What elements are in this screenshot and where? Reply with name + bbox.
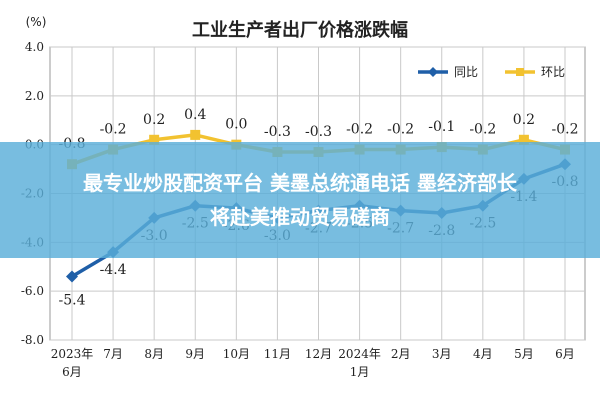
legend-swatch-marker	[428, 67, 438, 77]
data-label-1: -0.2	[469, 122, 496, 138]
y-axis-unit-label: (%)	[26, 15, 47, 29]
legend-swatch-marker	[516, 68, 524, 76]
series-point-1	[518, 134, 529, 145]
overlay-text-line1: 最专业炒股配资平台 美墨总统通电话 墨经济部长	[83, 171, 518, 195]
y-tick-label: 4.0	[25, 40, 44, 54]
x-tick-label: 2023年	[51, 347, 94, 361]
chart-title: 工业生产者出厂价格涨跌幅	[192, 19, 408, 41]
legend: 同比 环比	[418, 65, 565, 79]
y-tick-label: -8.0	[21, 333, 44, 347]
series-point-0	[66, 270, 78, 283]
data-label-1: 0.4	[184, 107, 206, 123]
x-tick-label: 6月	[62, 365, 82, 379]
x-tick-label: 12月	[305, 347, 332, 361]
series-point-1	[149, 134, 160, 145]
data-label-0: -5.4	[59, 293, 86, 309]
data-label-1: 0.0	[225, 117, 247, 133]
data-label-1: -0.3	[264, 124, 291, 140]
x-tick-label: 7月	[103, 347, 123, 361]
x-tick-label: 2024年	[338, 347, 381, 361]
x-tick-label: 8月	[144, 347, 164, 361]
overlay-banner-background	[0, 142, 600, 258]
x-tick-label: 4月	[473, 347, 493, 361]
data-label-0: -4.4	[100, 262, 127, 278]
x-tick-label: 5月	[514, 347, 534, 361]
y-tick-label: -6.0	[21, 284, 44, 298]
overlay-banner: 最专业炒股配资平台 美墨总统通电话 墨经济部长 将赴美推动贸易磋商	[0, 142, 600, 258]
data-label-1: -0.2	[552, 122, 579, 138]
data-label-1: 0.2	[513, 112, 535, 128]
data-label-1: -0.1	[428, 119, 455, 135]
legend-label: 环比	[541, 65, 565, 79]
data-label-1: -0.2	[100, 122, 127, 138]
x-tick-label: 11月	[264, 347, 291, 361]
x-tick-label: 9月	[185, 347, 205, 361]
series-point-1	[190, 129, 201, 140]
x-tick-label: 2月	[391, 347, 411, 361]
legend-label: 同比	[454, 65, 478, 79]
data-label-1: -0.2	[387, 122, 414, 138]
x-tick-label: 1月	[350, 365, 370, 379]
x-tick-label: 10月	[223, 347, 250, 361]
data-label-1: 0.2	[143, 112, 165, 128]
data-label-1: -0.2	[346, 122, 373, 138]
x-tick-label: 3月	[432, 347, 452, 361]
y-tick-label: 2.0	[25, 89, 44, 103]
overlay-text-line2: 将赴美推动贸易磋商	[210, 205, 390, 229]
data-label-1: -0.3	[305, 124, 332, 140]
x-tick-label: 6月	[555, 347, 575, 361]
